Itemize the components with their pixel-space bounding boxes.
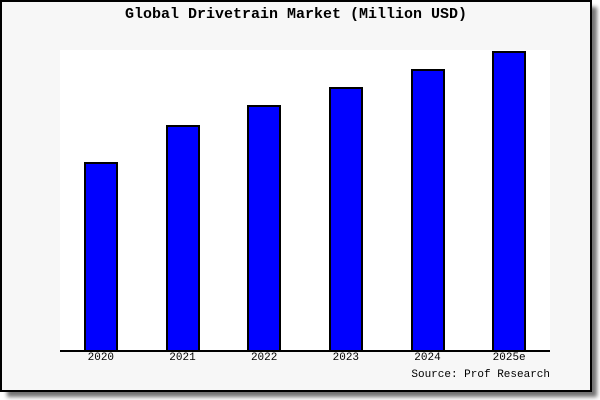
plot-area: 2020 2021 2022 2023 2024 2025e xyxy=(60,50,550,364)
x-tick-label-2024: 2024 xyxy=(414,352,441,364)
bar-2025e xyxy=(492,51,527,350)
x-tick-label-2022: 2022 xyxy=(250,352,278,364)
bar-2023 xyxy=(328,87,363,350)
bar-2020 xyxy=(83,162,118,350)
x-tick-label-2021: 2021 xyxy=(169,352,196,364)
bar-2022 xyxy=(247,105,282,350)
x-tick-label-2023: 2023 xyxy=(332,352,360,364)
chart-title: Global Drivetrain Market (Million USD) xyxy=(124,6,468,23)
bar-2021 xyxy=(165,125,200,350)
bar-2024 xyxy=(410,69,445,350)
x-tick-label-2025e: 2025e xyxy=(492,352,526,364)
x-tick-label-2020: 2020 xyxy=(87,352,115,364)
source-note: Source: Prof Research xyxy=(411,369,550,381)
